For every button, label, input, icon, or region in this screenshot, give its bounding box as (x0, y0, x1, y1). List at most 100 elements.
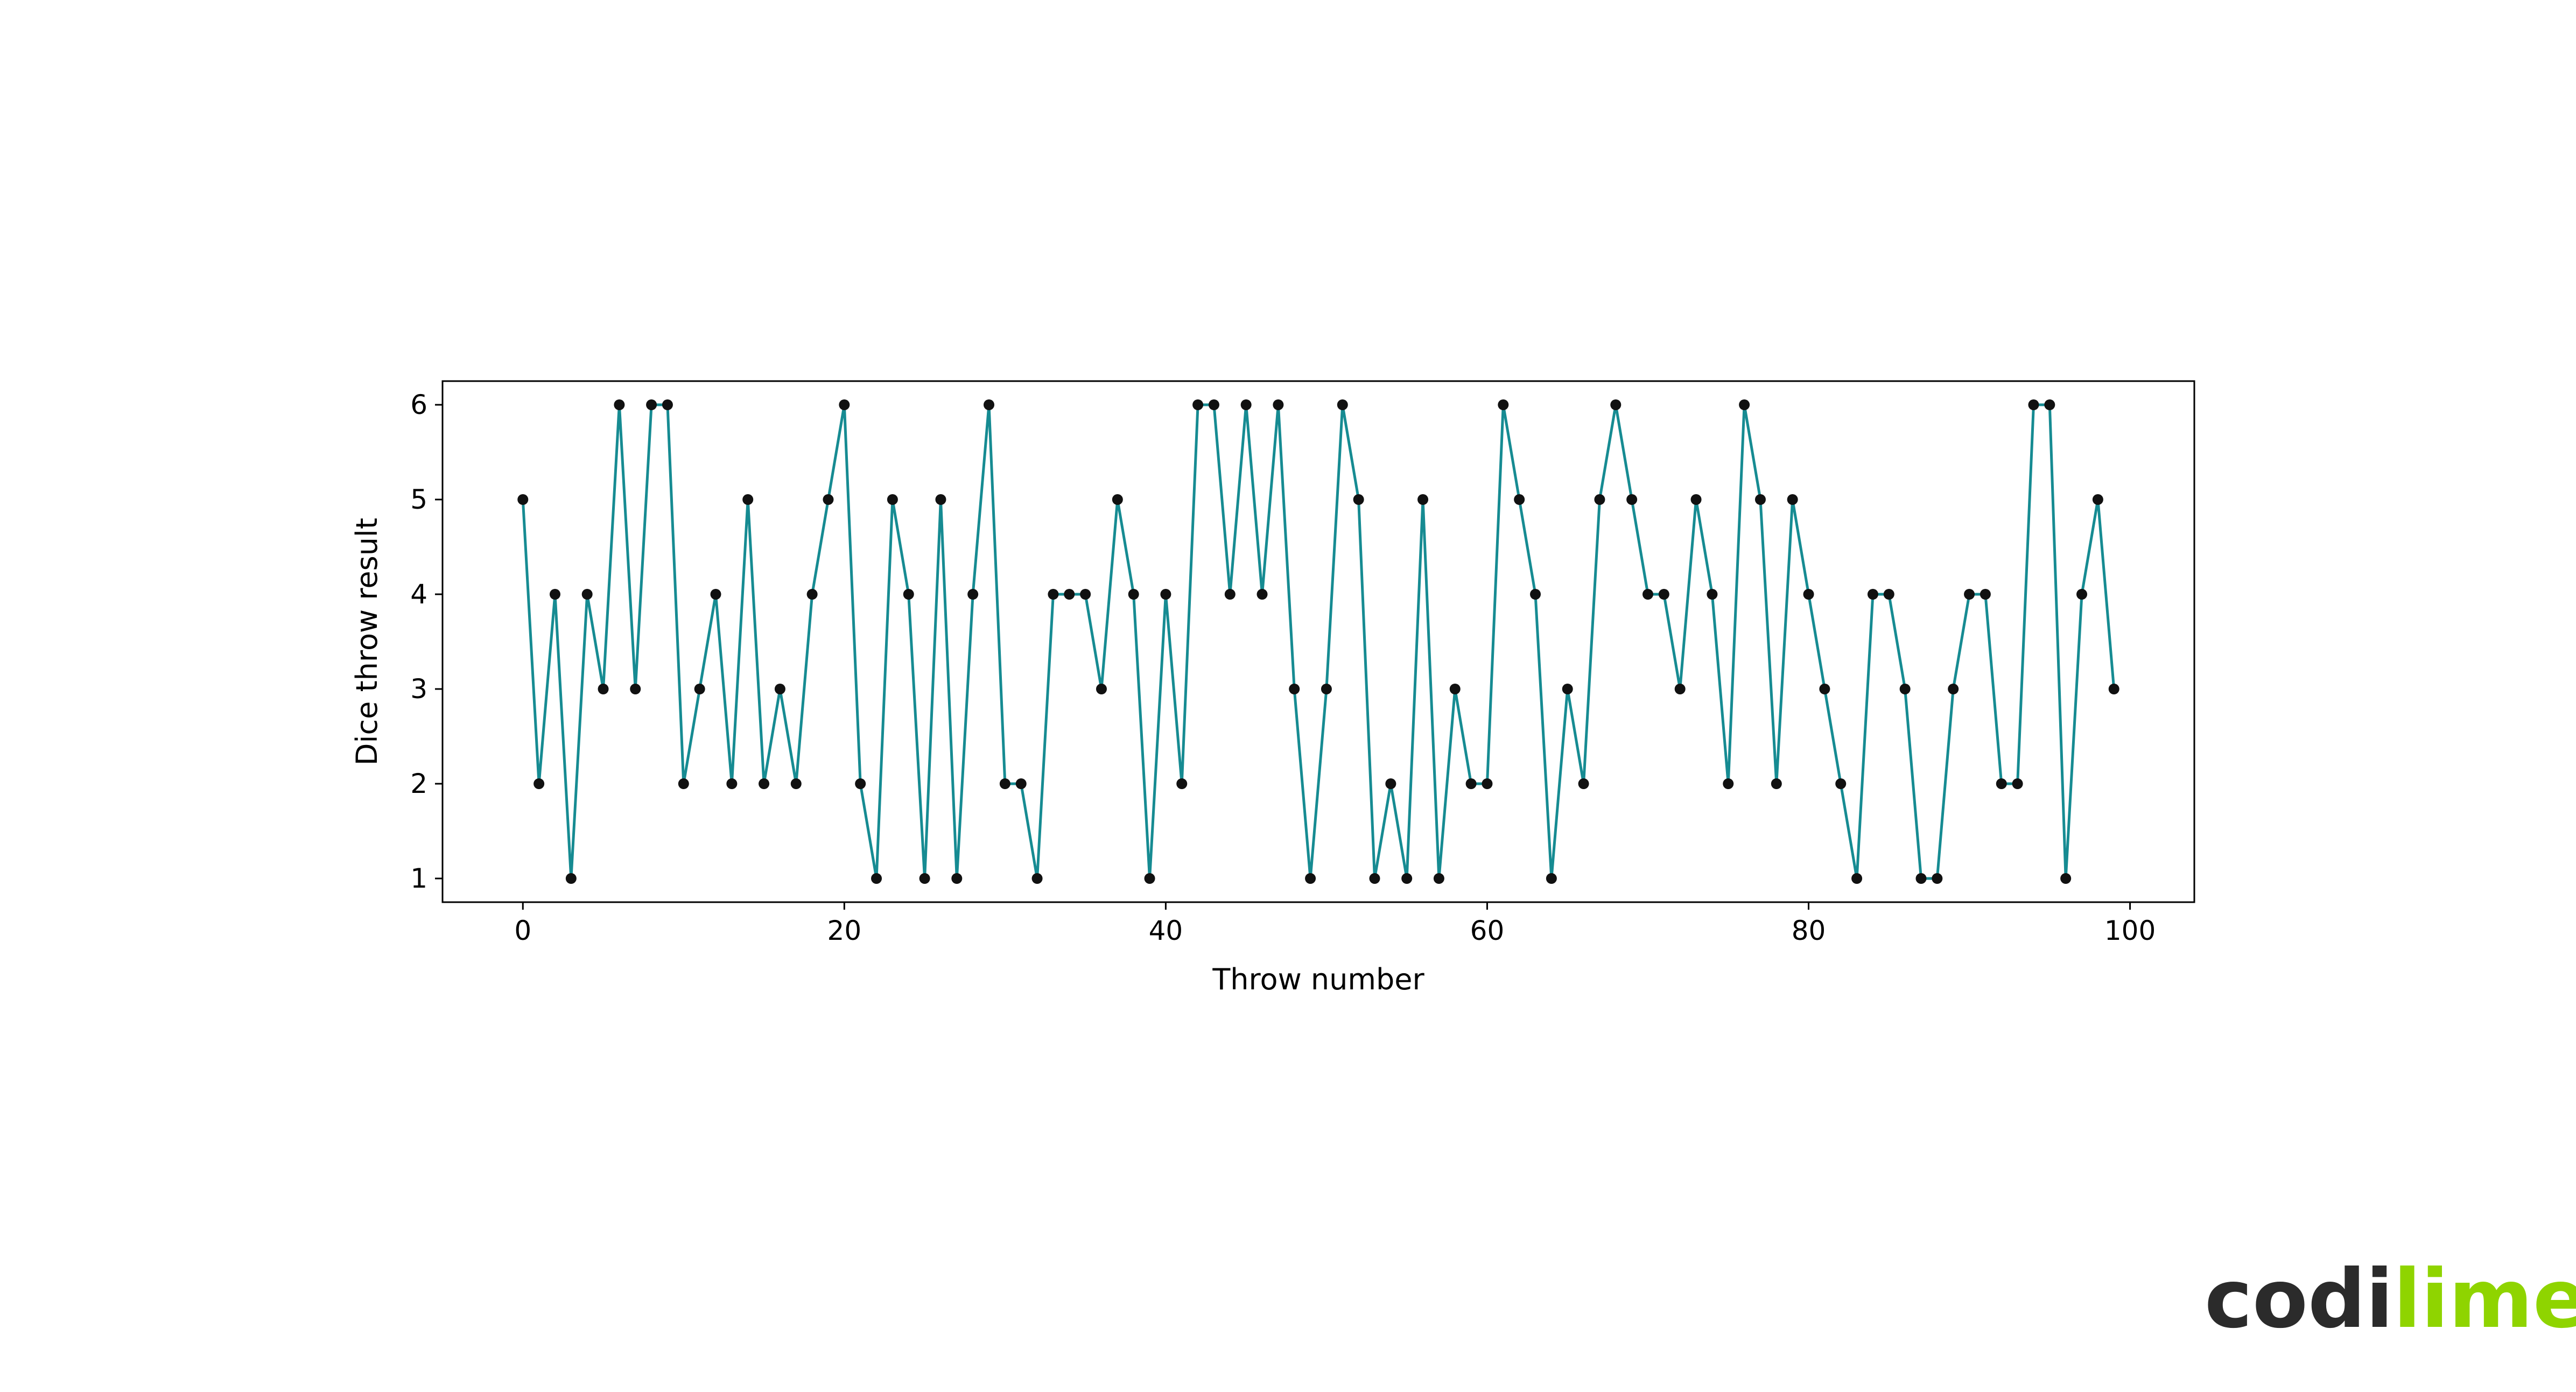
y-tick-label: 6 (410, 389, 427, 420)
data-point (2108, 684, 2119, 694)
data-point (1128, 589, 1139, 600)
data-point (1835, 778, 1847, 789)
x-tick-label: 100 (2104, 915, 2156, 946)
data-point (1530, 589, 1541, 600)
data-point (1964, 589, 1975, 600)
data-point (2076, 589, 2088, 600)
data-point (517, 494, 529, 505)
data-point (1739, 399, 1750, 410)
data-point (1160, 589, 1171, 600)
data-point (1594, 494, 1605, 505)
x-tick-label: 0 (514, 915, 531, 946)
data-point (1353, 494, 1364, 505)
data-point (999, 778, 1010, 789)
data-point (1321, 684, 1332, 694)
series-layer (517, 399, 2119, 884)
data-point (919, 873, 930, 884)
data-point (2044, 399, 2055, 410)
x-tick-label: 20 (827, 915, 862, 946)
data-point (646, 399, 657, 410)
data-point (662, 399, 673, 410)
data-point (598, 684, 609, 694)
data-point (1787, 494, 1798, 505)
data-point (1996, 778, 2007, 789)
data-point (1948, 684, 1959, 694)
data-point (1385, 778, 1396, 789)
data-point (1498, 399, 1509, 410)
y-tick-label: 5 (410, 484, 427, 515)
data-point (1723, 778, 1734, 789)
data-point (1449, 684, 1461, 694)
data-point (1658, 589, 1669, 600)
data-point (855, 778, 866, 789)
y-axis-title: Dice throw result (350, 518, 384, 765)
data-point (1064, 589, 1075, 600)
data-point (726, 778, 738, 789)
data-point (1674, 684, 1686, 694)
data-point (1610, 399, 1622, 410)
data-point (759, 778, 770, 789)
data-point (871, 873, 882, 884)
data-point (1144, 873, 1155, 884)
logo-wordmark: codilime (2205, 1253, 2576, 1346)
logo-text-accent: lime (2393, 1253, 2576, 1346)
data-point (1562, 684, 1573, 694)
data-point (887, 494, 898, 505)
data-point (1514, 494, 1525, 505)
data-point (1642, 589, 1653, 600)
data-point (1401, 873, 1413, 884)
data-point (2012, 778, 2023, 789)
data-point (1932, 873, 1943, 884)
data-point (1915, 873, 1927, 884)
data-point (534, 778, 545, 789)
data-point (549, 589, 560, 600)
data-point (1257, 589, 1268, 600)
data-point (1867, 589, 1878, 600)
y-axis: 1 2 3 4 5 6 (410, 389, 443, 894)
axes-frame (441, 380, 2195, 903)
data-point (1899, 684, 1911, 694)
data-point (1240, 399, 1252, 410)
series-line (521, 403, 2116, 880)
codilime-logo: codilime (2205, 1253, 2576, 1346)
data-point (1305, 873, 1316, 884)
data-point (710, 589, 721, 600)
data-point (1578, 778, 1589, 789)
data-point (1883, 589, 1894, 600)
data-point (935, 494, 946, 505)
data-point (1754, 494, 1766, 505)
data-point (823, 494, 834, 505)
data-point (1819, 684, 1830, 694)
data-point (1015, 778, 1027, 789)
data-point (1690, 494, 1702, 505)
x-tick-label: 40 (1149, 915, 1183, 946)
data-point (1482, 778, 1493, 789)
x-axis-title: Throw number (1212, 962, 1424, 996)
data-point (565, 873, 577, 884)
data-point (694, 684, 705, 694)
data-point (774, 684, 785, 694)
data-point (614, 399, 625, 410)
data-point (1433, 873, 1444, 884)
x-tick-label: 60 (1470, 915, 1505, 946)
x-axis: 0 20 40 60 80 100 (514, 902, 2156, 946)
data-point (1337, 399, 1348, 410)
data-point (1803, 589, 1814, 600)
data-point (1112, 494, 1123, 505)
data-point (790, 778, 802, 789)
data-point (1289, 684, 1300, 694)
y-tick-label: 1 (410, 863, 427, 894)
data-point (1192, 399, 1204, 410)
data-point (984, 399, 995, 410)
x-tick-label: 80 (1792, 915, 1826, 946)
data-point (678, 778, 689, 789)
data-point (1273, 399, 1284, 410)
y-tick-label: 2 (410, 768, 427, 799)
y-tick-label: 4 (410, 579, 427, 610)
y-tick-label: 3 (410, 673, 427, 705)
data-point (1417, 494, 1429, 505)
data-point (951, 873, 963, 884)
data-point (742, 494, 754, 505)
data-point (1980, 589, 1991, 600)
